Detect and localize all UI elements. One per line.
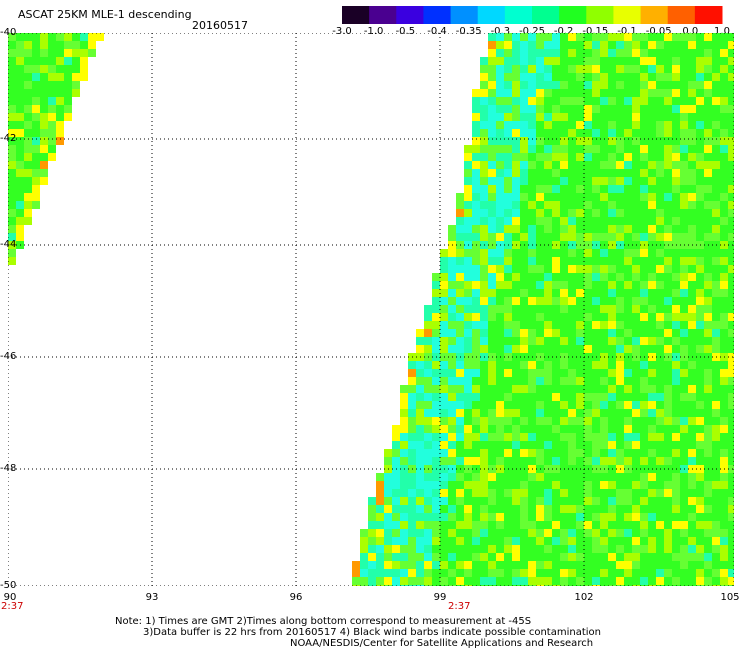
colorbar-segment — [640, 6, 669, 24]
colorbar-segment — [667, 6, 696, 24]
latitude-label: -50 — [0, 580, 17, 591]
latitude-label: -48 — [0, 463, 17, 474]
note-line-2: 3)Data buffer is 22 hrs from 20160517 4)… — [143, 627, 601, 638]
map-date: 20160517 — [192, 19, 248, 32]
colorbar-segment — [369, 6, 397, 24]
time-label-right: 2:37 — [448, 601, 471, 612]
colorbar-segment — [423, 6, 452, 24]
map-title: ASCAT 25KM MLE-1 descending — [18, 8, 192, 21]
longitude-label: 90 — [3, 592, 17, 603]
wind-map — [8, 33, 734, 586]
colorbar-tick-label: -0.05 — [645, 26, 672, 37]
colorbar-segment — [396, 6, 424, 24]
colorbar-gradient — [342, 6, 723, 24]
colorbar-tick-label: -3.0 — [332, 26, 352, 37]
longitude-label: 93 — [145, 592, 159, 603]
longitude-label: 102 — [574, 592, 594, 603]
colorbar-segment — [532, 6, 560, 24]
colorbar-tick-label: -0.15 — [582, 26, 609, 37]
colorbar-segment — [477, 6, 506, 24]
colorbar-tick-label: -1.0 — [363, 26, 384, 37]
time-label-left: 2:37 — [1, 601, 24, 612]
colorbar-segment — [450, 6, 479, 24]
colorbar-tick-label: -0.25 — [519, 26, 545, 37]
colorbar-tick-label: -0.35 — [455, 26, 482, 37]
longitude-label: 105 — [720, 592, 740, 603]
latitude-label: -40 — [0, 27, 17, 38]
colorbar-tick-label: -0.3 — [490, 26, 511, 37]
colorbar-segment — [613, 6, 642, 24]
note-line-3: NOAA/NESDIS/Center for Satellite Applica… — [290, 638, 594, 649]
colorbar-tick-label: -0.2 — [553, 26, 574, 37]
latitude-label: -42 — [0, 133, 17, 144]
colorbar-tick-label: -0.4 — [427, 26, 447, 37]
longitude-label: 96 — [289, 592, 303, 603]
latitude-label: -46 — [0, 351, 17, 362]
note-line-1: Note: 1) Times are GMT 2)Times along bot… — [115, 616, 532, 627]
colorbar-segment — [559, 6, 587, 24]
colorbar-tick-label: 0.0 — [682, 26, 699, 37]
colorbar-segment — [342, 6, 370, 24]
wind-cells — [8, 33, 734, 586]
longitude-label: 99 — [433, 592, 447, 603]
colorbar-segment — [504, 6, 533, 24]
colorbar-tick-label: 1.0 — [714, 26, 730, 37]
colorbar-tick-label: -0.5 — [395, 26, 416, 37]
colorbar — [342, 6, 724, 28]
colorbar-segment — [586, 6, 614, 24]
colorbar-tick-label: -0.1 — [617, 26, 637, 37]
latitude-label: -44 — [0, 239, 17, 250]
colorbar-segment — [694, 6, 723, 24]
